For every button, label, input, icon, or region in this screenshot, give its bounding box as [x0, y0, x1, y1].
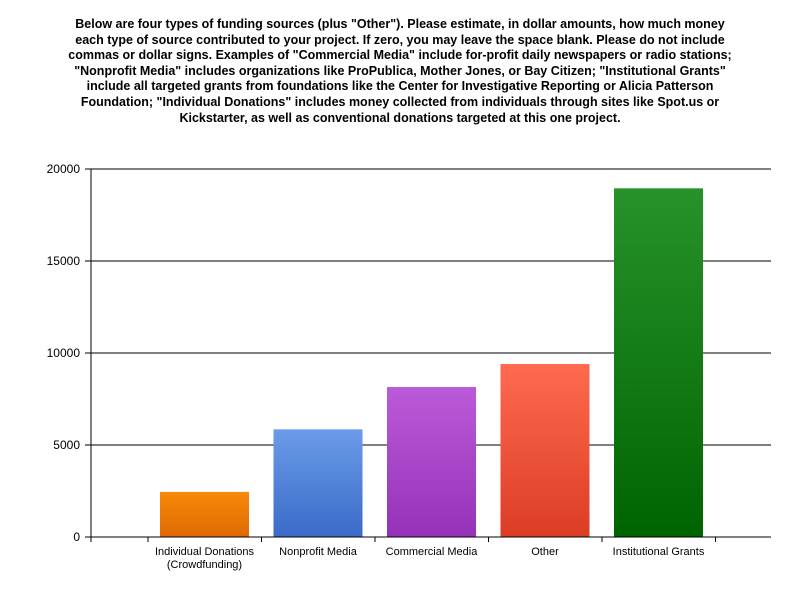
- y-tick-label: 20000: [47, 162, 81, 176]
- y-tick-label: 10000: [47, 346, 81, 360]
- y-tick-label: 0: [73, 530, 80, 544]
- bar: [614, 188, 703, 537]
- bar: [500, 364, 590, 537]
- bar: [273, 429, 363, 537]
- x-category-label: Commercial Media: [386, 546, 479, 558]
- x-category-label: (Crowdfunding): [167, 559, 242, 571]
- x-category-label: Nonprofit Media: [279, 546, 358, 558]
- y-tick-label: 15000: [47, 254, 81, 268]
- chart-title: Below are four types of funding sources …: [68, 17, 732, 125]
- bar: [387, 387, 476, 537]
- x-category-label: Institutional Grants: [613, 546, 705, 558]
- x-category-label: Individual Donations: [155, 546, 255, 558]
- bar: [160, 491, 249, 537]
- y-tick-label: 5000: [53, 438, 80, 452]
- x-category-label: Other: [531, 546, 559, 558]
